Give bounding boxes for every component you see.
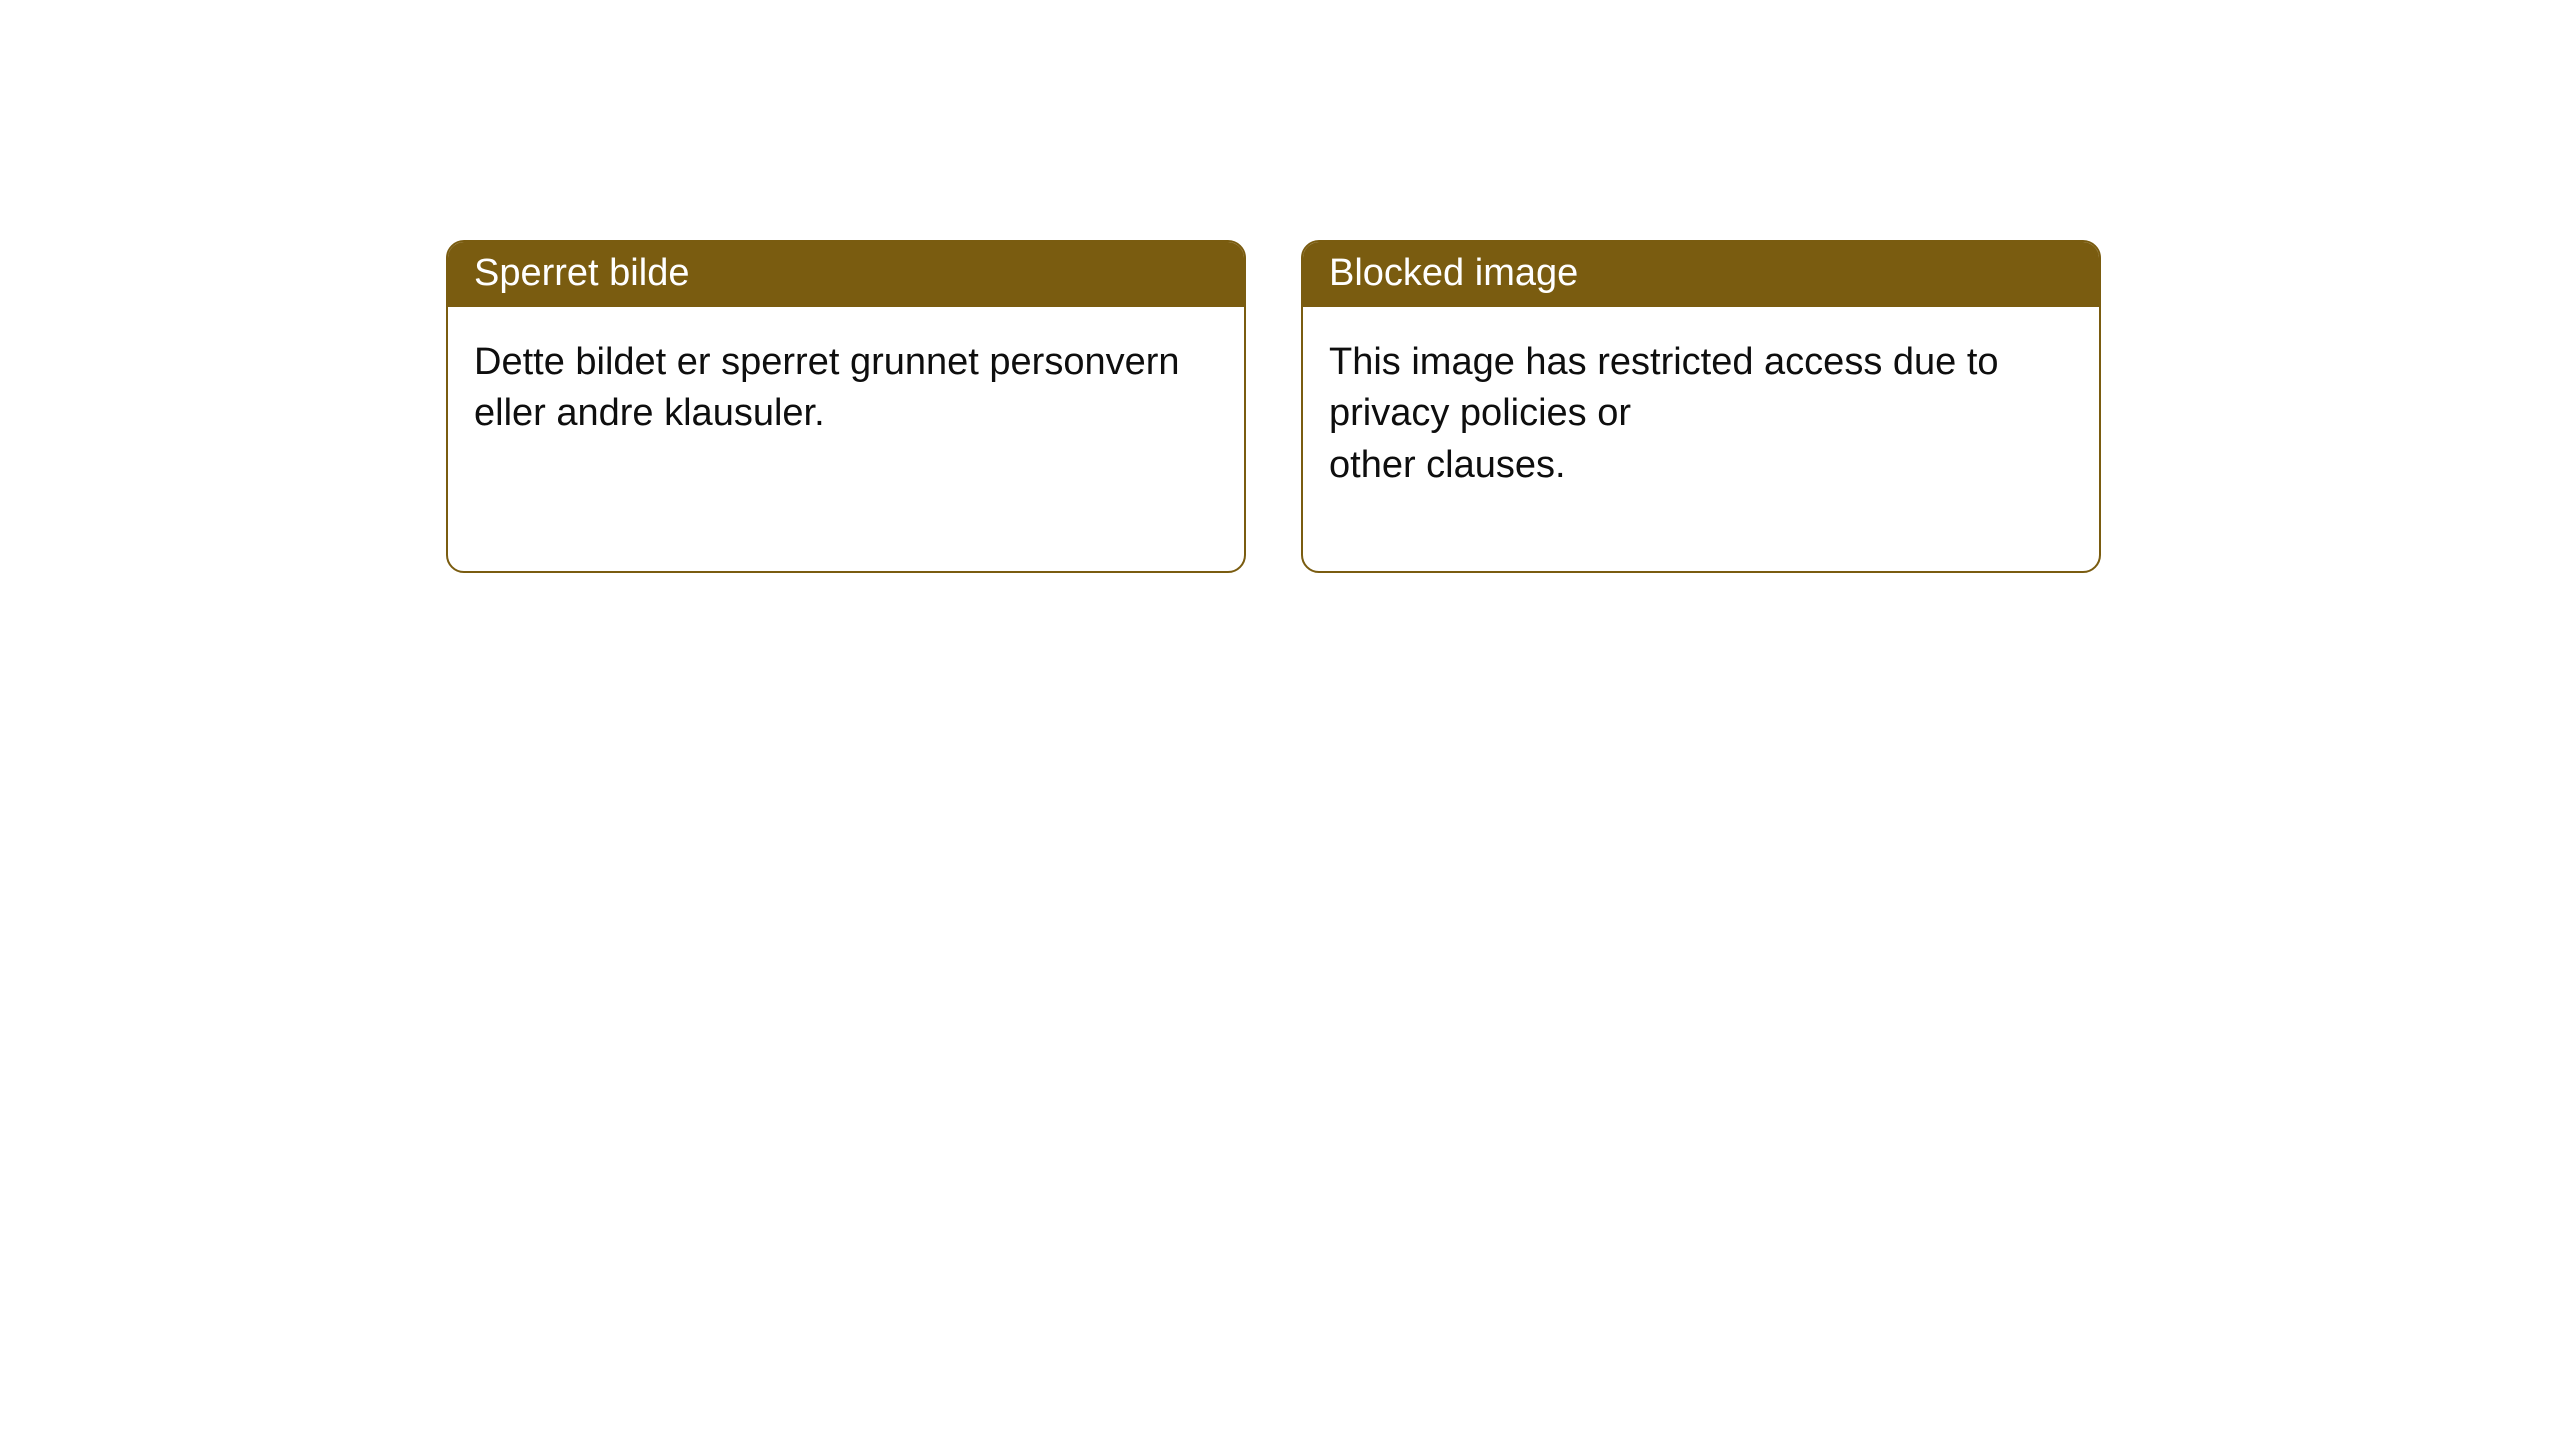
notice-container: Sperret bilde Dette bildet er sperret gr… [0, 0, 2560, 573]
notice-body: Dette bildet er sperret grunnet personve… [448, 307, 1244, 520]
notice-card-english: Blocked image This image has restricted … [1301, 240, 2101, 573]
notice-header: Blocked image [1303, 242, 2099, 307]
notice-card-norwegian: Sperret bilde Dette bildet er sperret gr… [446, 240, 1246, 573]
notice-header: Sperret bilde [448, 242, 1244, 307]
notice-body: This image has restricted access due to … [1303, 307, 2099, 571]
